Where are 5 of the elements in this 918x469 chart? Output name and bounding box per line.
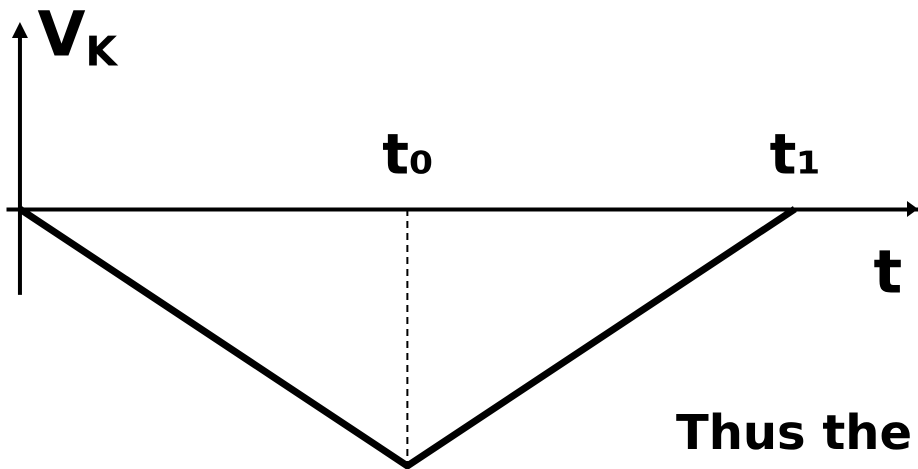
x-tick-label: t₁ [770, 122, 821, 188]
x-axis-title: t [874, 238, 902, 308]
y-axis-title: V$_{K}$ [37, 0, 118, 76]
x-tick-label: t₀ [382, 122, 434, 188]
annotation: Thus the [676, 405, 912, 461]
